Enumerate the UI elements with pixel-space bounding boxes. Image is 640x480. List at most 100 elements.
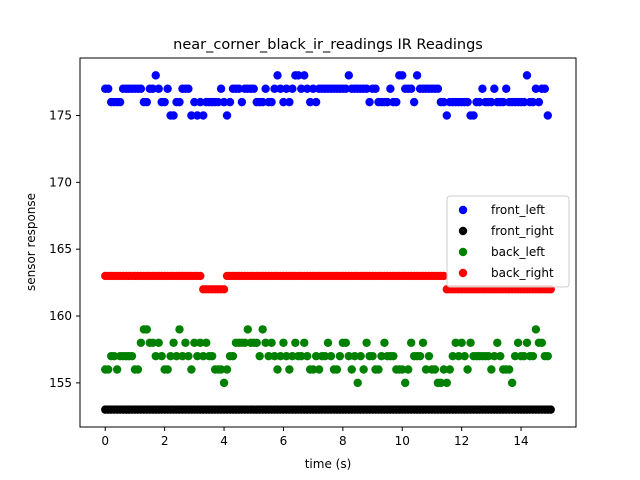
back_left-point-129 — [484, 351, 493, 361]
front_left-point-142 — [522, 71, 532, 80]
back_left-point-88 — [362, 338, 371, 347]
back_left-point-43 — [228, 351, 238, 361]
back_left-point-26 — [178, 351, 187, 361]
back_left-point-29 — [187, 365, 196, 374]
back_left-point-103 — [406, 338, 416, 347]
x-axis: 0 2 4 6 8 10 12 14 — [101, 427, 529, 448]
front_left-point-65 — [294, 71, 303, 80]
back_left-point-100 — [398, 365, 407, 374]
x-tick-label: 8 — [339, 434, 347, 448]
back_left-point-82 — [344, 351, 353, 361]
front_left-point-88 — [362, 84, 371, 93]
front_left-point-100 — [398, 71, 407, 80]
front_left-point-149 — [543, 111, 552, 120]
front_left-point-33 — [199, 111, 208, 120]
front_left-point-69 — [305, 97, 315, 107]
back_left-point-145 — [531, 325, 541, 334]
front_left-point-14 — [142, 97, 152, 107]
back_left-point-32 — [196, 338, 205, 347]
back_left-point-76 — [326, 351, 336, 361]
front_left-point-67 — [300, 71, 309, 80]
legend-marker-back_right — [458, 268, 468, 278]
back_right-point-32 — [196, 271, 205, 281]
back_left-point-114 — [439, 365, 449, 374]
y-tick-label: 165 — [49, 242, 72, 256]
back_left-point-41 — [222, 365, 232, 374]
front_left-point-17 — [151, 71, 160, 80]
back_left-point-36 — [207, 351, 217, 361]
back_left-point-63 — [288, 351, 297, 361]
back_left-point-60 — [279, 338, 288, 347]
back_left-point-93 — [377, 351, 386, 361]
front_left-point-46 — [237, 97, 247, 107]
back_left-point-22 — [166, 351, 175, 361]
x-tick-label: 14 — [513, 434, 528, 448]
front_right-point-150 — [546, 405, 555, 414]
front_left-point-60 — [279, 97, 288, 107]
back_left-point-90 — [368, 351, 377, 361]
front_left-point-56 — [267, 97, 276, 107]
back_left-point-33 — [199, 351, 208, 361]
front_left-point-30 — [190, 97, 199, 107]
back_left-point-47 — [240, 338, 250, 347]
back_left-point-48 — [243, 325, 253, 334]
back_left-point-101 — [401, 378, 410, 388]
legend-box — [446, 195, 570, 288]
front_left-point-5 — [115, 97, 125, 107]
front_left-point-144 — [528, 97, 538, 107]
front_left-point-81 — [341, 84, 351, 93]
back_left-point-39 — [216, 365, 226, 374]
x-tick-label: 6 — [280, 434, 288, 448]
back_left-point-109 — [424, 351, 434, 361]
back_left-point-86 — [356, 351, 365, 361]
legend-marker-back_left — [458, 247, 468, 257]
front_left-point-42 — [225, 97, 235, 107]
legend-label-back_left: back_left — [491, 245, 545, 259]
plot-frame — [79, 57, 577, 428]
front_left-point-18 — [154, 84, 163, 93]
back_left-point-137 — [507, 378, 517, 388]
back_left-point-53 — [258, 325, 267, 334]
back_left-point-31 — [193, 351, 202, 361]
front_left-point-39 — [216, 84, 226, 93]
front_left-point-21 — [163, 84, 172, 93]
back_left-point-144 — [528, 351, 538, 361]
back_left-point-120 — [457, 338, 466, 347]
front_left-point-146 — [534, 97, 544, 107]
x-tick-label: 12 — [454, 434, 469, 448]
front_left-point-134 — [499, 97, 508, 107]
back_left-point-74 — [320, 351, 330, 361]
back_left-point-113 — [436, 378, 446, 388]
y-tick-label: 175 — [49, 108, 72, 122]
front_left-point-16 — [148, 84, 157, 93]
y-axis-label: sensor response — [24, 193, 38, 291]
front_left-point-66 — [297, 84, 306, 93]
front_left-point-45 — [234, 84, 244, 93]
front_left-point-105 — [412, 71, 422, 80]
back_left-point-83 — [347, 365, 356, 374]
front_left-point-62 — [285, 97, 294, 107]
front_left-point-89 — [365, 97, 374, 107]
back_left-point-51 — [252, 338, 261, 347]
back_left-point-61 — [282, 351, 291, 361]
back_left-point-62 — [285, 365, 294, 374]
back_left-point-78 — [332, 365, 342, 374]
front_left-point-127 — [478, 84, 487, 93]
legend: front_left front_right back_left back_right — [446, 195, 570, 288]
back_left-point-136 — [504, 365, 514, 374]
back_left-point-1 — [104, 365, 113, 374]
back_left-point-59 — [276, 351, 285, 361]
back_left-point-133 — [496, 351, 505, 361]
back_left-point-122 — [463, 365, 472, 374]
back_left-point-57 — [270, 351, 279, 361]
front_left-point-63 — [288, 84, 297, 93]
front_left-point-114 — [439, 97, 449, 107]
back_left-point-24 — [172, 351, 181, 361]
legend-label-back_right: back_right — [491, 266, 554, 280]
back_left-point-16 — [148, 338, 157, 347]
back_left-point-81 — [341, 338, 351, 347]
front_left-point-28 — [184, 84, 193, 93]
front_left-point-126 — [475, 97, 484, 107]
front_left-point-112 — [433, 84, 443, 93]
